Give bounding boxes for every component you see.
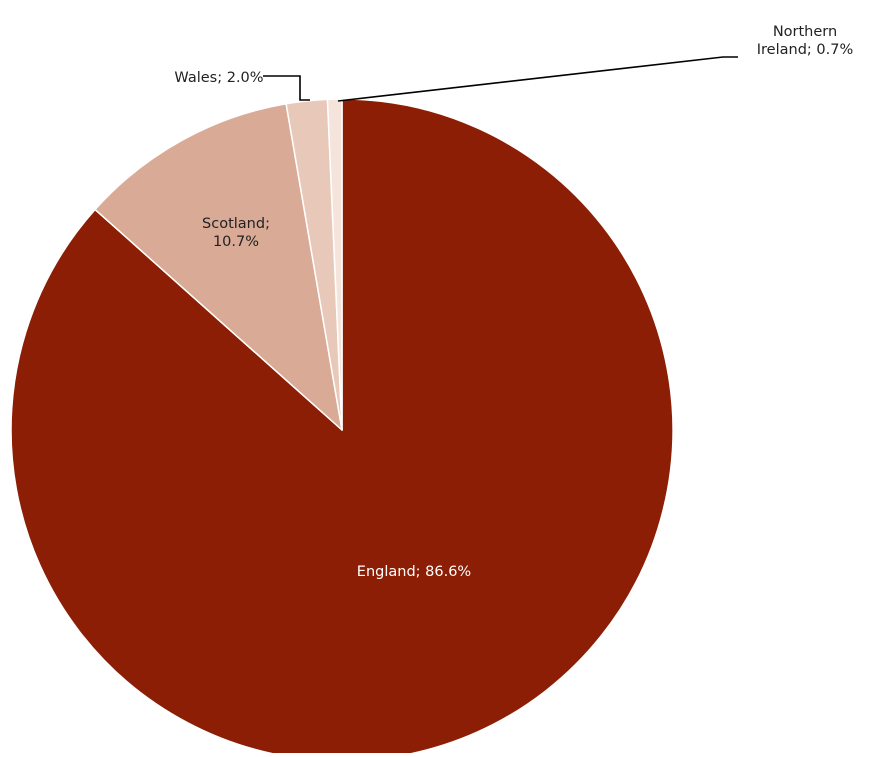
pie-slice-northern-ireland — [326, 98, 343, 431]
data-label-england: England; 86.6% — [357, 564, 471, 580]
data-label-line: Wales; 2.0% — [174, 70, 263, 86]
pie-slice-england — [10, 98, 674, 757]
data-label-northern-ireland: Northern Ireland; 0.7% — [757, 24, 853, 58]
slices-layer — [10, 98, 674, 757]
leader-line-wales — [263, 75, 310, 101]
data-label-scotland: Scotland; 10.7% — [202, 216, 270, 250]
data-label-line: England; 86.6% — [357, 564, 471, 580]
data-label-line: Northern — [773, 24, 837, 40]
data-label-line: Scotland; — [202, 216, 270, 232]
pie-slice-scotland — [94, 103, 343, 431]
leader-lines-layer — [263, 56, 738, 102]
data-label-line: 10.7% — [213, 234, 259, 250]
leader-line-northern-ireland — [337, 56, 738, 102]
data-label-wales: Wales; 2.0% — [174, 70, 263, 86]
labels-layer: England; 86.6% Scotland; 10.7% Wales; 2.0% N… — [174, 24, 853, 580]
data-label-line: Ireland; 0.7% — [757, 42, 853, 58]
